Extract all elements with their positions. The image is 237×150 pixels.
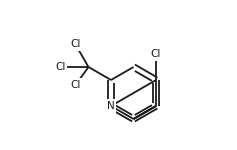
Text: Cl: Cl — [55, 62, 66, 72]
Text: Cl: Cl — [70, 80, 81, 90]
Text: N: N — [107, 101, 115, 111]
Text: Cl: Cl — [151, 49, 161, 59]
Text: Cl: Cl — [70, 39, 81, 50]
